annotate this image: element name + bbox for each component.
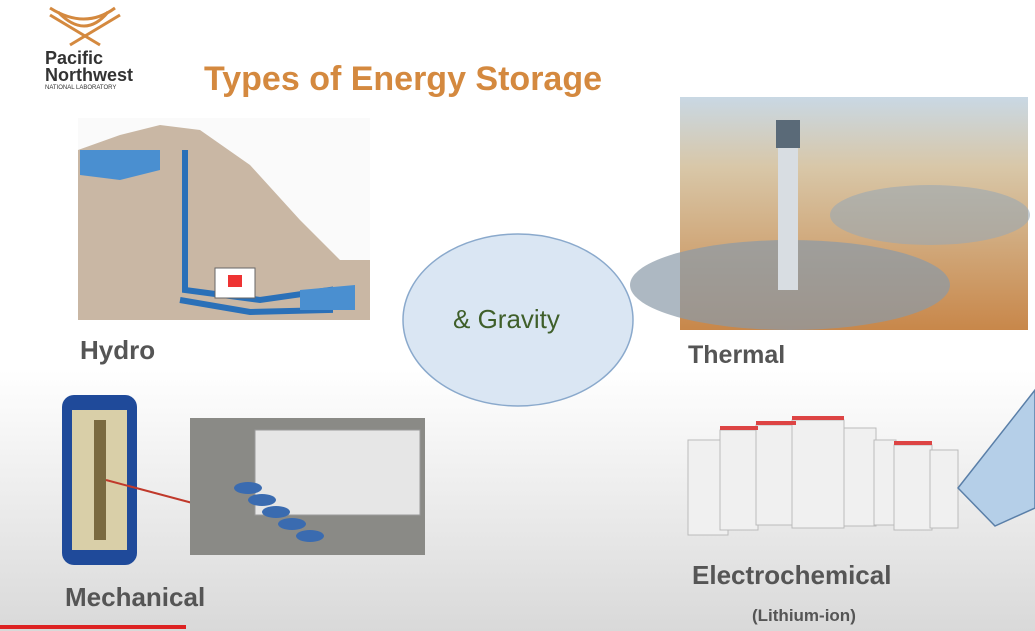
progress-bar — [0, 625, 186, 629]
logo-mark — [50, 8, 120, 45]
logo-subline: NATIONAL LABORATORY — [45, 84, 133, 92]
logo-line: Northwest — [45, 67, 133, 84]
callout-text: & Gravity — [453, 304, 560, 335]
section-label: Hydro — [80, 335, 155, 366]
hydro-diagram — [78, 118, 370, 320]
section-label: Electrochemical — [692, 560, 891, 591]
section-label: Mechanical — [65, 582, 205, 613]
section-note: (Lithium-ion) — [752, 606, 856, 626]
mechanical-photo — [190, 418, 425, 555]
section-label: Thermal — [688, 341, 785, 370]
slide-title: Types of Energy Storage — [204, 60, 602, 99]
slide: Pacific Northwest NATIONAL LABORATORY Ty… — [0, 0, 1035, 631]
thermal-photo — [630, 97, 1030, 330]
logo-text: Pacific Northwest NATIONAL LABORATORY — [45, 50, 133, 92]
